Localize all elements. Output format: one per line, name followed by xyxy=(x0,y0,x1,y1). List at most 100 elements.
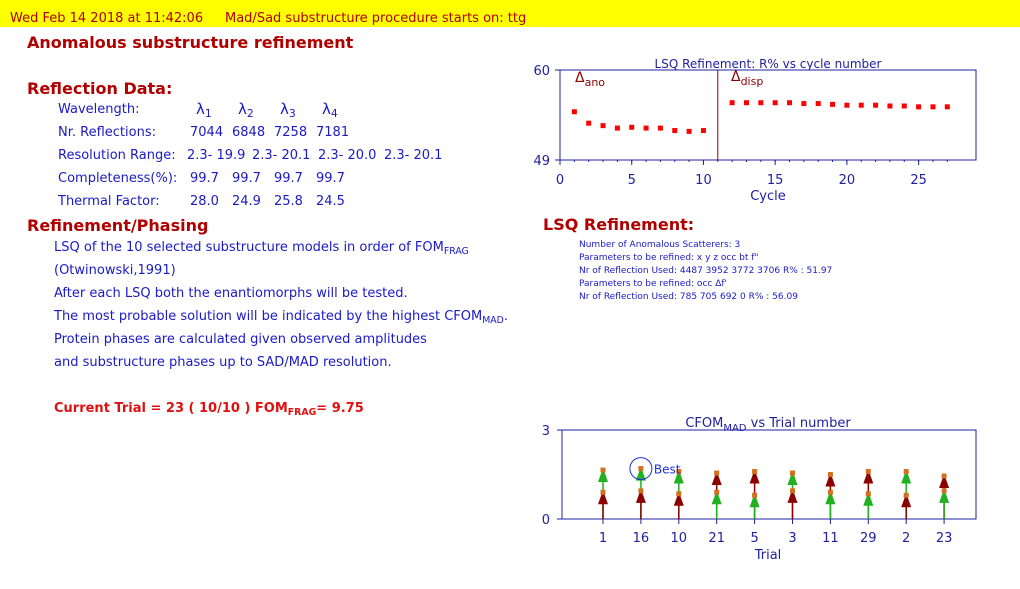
cfom-x-tick-label: 1 xyxy=(599,531,607,546)
reflection-row-label: Thermal Factor: xyxy=(58,194,160,209)
lsq-x-tick-label: 10 xyxy=(695,173,712,188)
reflection-cell: 99.7 xyxy=(274,171,303,186)
cfom-marker-head xyxy=(787,471,798,486)
refinement-line-3: After each LSQ both the enantiomorphs wi… xyxy=(54,286,408,301)
lsq-data-point xyxy=(930,104,936,110)
cfom-marker-point xyxy=(600,467,606,473)
refinement-line-1: LSQ of the 10 selected substructure mode… xyxy=(54,240,469,257)
lambda-symbol: λ xyxy=(238,100,247,118)
cfom-marker-point xyxy=(752,492,758,498)
lsq-info-line: Parameters to be refined: occ Δf' xyxy=(579,279,727,289)
cfom-marker-head xyxy=(635,488,646,503)
lambda-symbol: λ xyxy=(322,100,331,118)
top-banner: Wed Feb 14 2018 at 11:42:06 Mad/Sad subs… xyxy=(0,0,1020,27)
lsq-x-tick-label: 25 xyxy=(910,173,927,188)
cfom-marker-point xyxy=(752,469,758,475)
cfom-marker-head xyxy=(749,469,760,484)
lsq-x-tick-label: 20 xyxy=(839,173,856,188)
lsq-data-point xyxy=(801,101,807,107)
cfom-marker-point xyxy=(941,488,947,494)
lsq-data-point xyxy=(700,128,706,134)
refinement-line-1-text: LSQ of the 10 selected substructure mode… xyxy=(54,240,444,255)
lsq-info-line: Nr of Reflection Used: 4487 3952 3772 37… xyxy=(579,266,833,276)
lsq-y-tick-label: 60 xyxy=(533,64,550,79)
current-trial: Current Trial = 23 ( 10/10 ) FOMFRAG= 9.… xyxy=(54,401,364,418)
lsq-data-point xyxy=(643,125,649,131)
best-highlight-circle xyxy=(629,457,653,481)
lsq-data-point xyxy=(614,125,620,131)
lsq-info-line: Nr of Reflection Used: 785 705 692 0 R% … xyxy=(579,292,798,302)
cfom-marker-point xyxy=(638,488,644,494)
lsq-data-point xyxy=(916,104,922,110)
lsq-plot-frame xyxy=(559,69,977,161)
cfom-marker-head xyxy=(939,473,950,488)
current-trial-value: = 9.75 xyxy=(316,401,364,416)
lsq-data-point xyxy=(787,100,793,106)
reflection-cell: 7181 xyxy=(316,125,350,140)
cfom-marker-point xyxy=(714,489,720,495)
reflection-cell: 99.7 xyxy=(190,171,219,186)
reflection-cell: 24.9 xyxy=(232,194,261,209)
refinement-line-4-text: The most probable solution will be indic… xyxy=(54,309,483,324)
cfom-marker-point xyxy=(903,469,909,475)
lsq-chart-title: LSQ Refinement: R% vs cycle number xyxy=(655,57,882,71)
lsq-x-tick-label: 5 xyxy=(628,173,636,188)
lsq-data-point xyxy=(901,103,907,109)
lsq-data-point xyxy=(944,104,950,110)
lambda-1: λ1 xyxy=(196,100,212,120)
refinement-line-6: and substructure phases up to SAD/MAD re… xyxy=(54,355,392,370)
lsq-data-point xyxy=(657,125,663,131)
cfom-marker-head xyxy=(939,488,950,503)
lambda-index: 1 xyxy=(204,107,212,120)
delta-ano-label: Δano xyxy=(575,70,605,89)
lsq-data-point xyxy=(858,102,864,108)
banner-datetime: Wed Feb 14 2018 at 11:42:06 xyxy=(10,11,204,26)
cfom-marker-point xyxy=(676,491,682,497)
cfom-chart-title: CFOMMAD vs Trial number xyxy=(685,416,851,434)
refinement-line-4: The most probable solution will be indic… xyxy=(54,309,508,326)
reflection-row-label: Completeness(%): xyxy=(58,171,178,186)
best-label: Best xyxy=(654,463,681,477)
delta-disp-label: Δdisp xyxy=(731,69,763,88)
cfom-marker-point xyxy=(941,473,947,479)
cfom-x-tick-label: 5 xyxy=(750,531,758,546)
cfom-mad-sub: MAD xyxy=(482,315,504,326)
lsq-data-point xyxy=(873,102,879,108)
lambda-2: λ2 xyxy=(238,100,254,120)
refinement-line-2: (Otwinowski,1991) xyxy=(54,263,176,278)
cfom-x-tick-label: 11 xyxy=(822,531,839,546)
cfom-x-tick-label: 2 xyxy=(902,531,910,546)
cfom-marker-head xyxy=(711,471,722,486)
reflection-cell: 7044 xyxy=(190,125,224,140)
lsq-data-point xyxy=(772,100,778,106)
cfom-y-tick-label: 0 xyxy=(542,513,550,528)
current-trial-text: Current Trial = 23 ( 10/10 ) FOM xyxy=(54,401,288,416)
lsq-info-line: Number of Anomalous Scatterers: 3 xyxy=(579,240,741,250)
fom-frag-sub: FRAG xyxy=(443,246,469,257)
cfom-marker-point xyxy=(827,472,833,477)
cfom-y-tick-label: 3 xyxy=(542,424,550,439)
cfom-marker-head xyxy=(749,493,760,508)
cfom-marker-head xyxy=(598,468,608,483)
lsq-y-tick-label: 49 xyxy=(533,154,550,169)
refinement-line-4-end: . xyxy=(503,309,508,324)
cfom-marker-point xyxy=(865,469,871,475)
lsq-data-point xyxy=(629,124,635,130)
lambda-index: 3 xyxy=(288,107,296,120)
refinement-line-5: Protein phases are calculated given obse… xyxy=(54,332,427,347)
current-trial-sub: FRAG xyxy=(287,407,317,418)
lambda-3: λ3 xyxy=(280,100,296,120)
reflection-heading: Reflection Data: xyxy=(27,79,173,98)
lsq-data-point xyxy=(672,128,678,134)
lsq-data-point xyxy=(830,101,836,107)
cfom-marker-point xyxy=(790,488,795,494)
cfom-marker-point xyxy=(600,489,606,495)
cfom-marker-head xyxy=(863,491,874,506)
cfom-marker-head xyxy=(901,493,912,508)
cfom-marker-head xyxy=(825,490,836,505)
refinement-heading: Refinement/Phasing xyxy=(27,216,209,235)
cfom-marker-head xyxy=(635,466,646,481)
cfom-marker-point xyxy=(903,492,909,498)
lsq-info-heading: LSQ Refinement: xyxy=(543,215,695,234)
